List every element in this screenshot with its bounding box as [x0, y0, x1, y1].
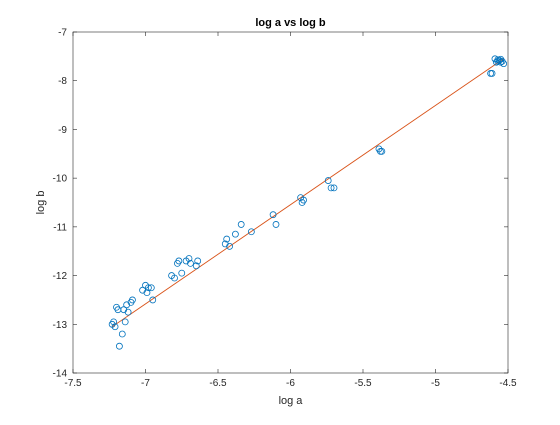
data-point — [237, 221, 245, 228]
x-tick-label: -7 — [141, 378, 150, 389]
data-point — [187, 259, 194, 267]
y-tick-label: -9 — [58, 125, 67, 136]
data-point — [171, 274, 178, 282]
plot-area — [73, 32, 508, 373]
data-point — [149, 296, 157, 304]
data-point — [124, 308, 132, 316]
data-point — [378, 147, 386, 155]
data-point — [118, 330, 126, 338]
x-axis-label: log a — [279, 395, 304, 407]
y-tick-label: -14 — [53, 369, 68, 380]
x-tick-label: -7.5 — [64, 378, 82, 389]
x-tick-label: -6.5 — [209, 378, 227, 389]
data-point — [194, 257, 202, 265]
x-tick-label: -6 — [286, 378, 295, 389]
y-tick-label: -7 — [58, 28, 67, 39]
y-axis-label: log b — [35, 191, 47, 215]
y-tick-label: -12 — [53, 271, 68, 282]
data-point — [231, 230, 239, 238]
fit-line-layer — [111, 58, 504, 328]
data-point — [494, 56, 502, 64]
data-point — [269, 211, 277, 219]
data-point — [121, 318, 129, 326]
data-point — [129, 296, 136, 304]
data-point — [116, 342, 123, 350]
data-point — [272, 221, 280, 228]
fit-line — [111, 58, 504, 328]
data-point — [144, 284, 152, 292]
data-point — [300, 196, 307, 204]
data-point — [247, 228, 255, 236]
data-point — [223, 235, 231, 243]
data-point — [110, 318, 117, 326]
points-layer — [108, 55, 508, 350]
data-point — [175, 257, 183, 265]
data-point — [111, 323, 119, 331]
data-point — [488, 70, 496, 77]
y-tick-label: -13 — [53, 320, 68, 331]
data-point — [143, 289, 151, 297]
data-point — [330, 184, 338, 192]
data-point — [147, 284, 155, 292]
data-point — [226, 242, 234, 250]
data-point — [178, 269, 186, 277]
chart-title: log a vs log b — [255, 17, 326, 29]
y-tick-label: -10 — [53, 174, 68, 185]
x-tick-label: -4.5 — [499, 378, 517, 389]
x-tick-label: -5 — [431, 378, 440, 389]
y-tick-label: -11 — [53, 222, 67, 233]
data-point — [327, 184, 335, 192]
data-point — [185, 255, 193, 262]
x-tick-label: -5.5 — [354, 378, 372, 389]
y-tick-label: -8 — [58, 76, 67, 87]
data-point — [192, 262, 200, 270]
data-point — [324, 177, 332, 184]
axes-layer: -7.5 -7 -6.5 -6 -5.5 -5 -4.5 -14 -13 -12 -11 -10 -9 -… — [53, 28, 518, 390]
